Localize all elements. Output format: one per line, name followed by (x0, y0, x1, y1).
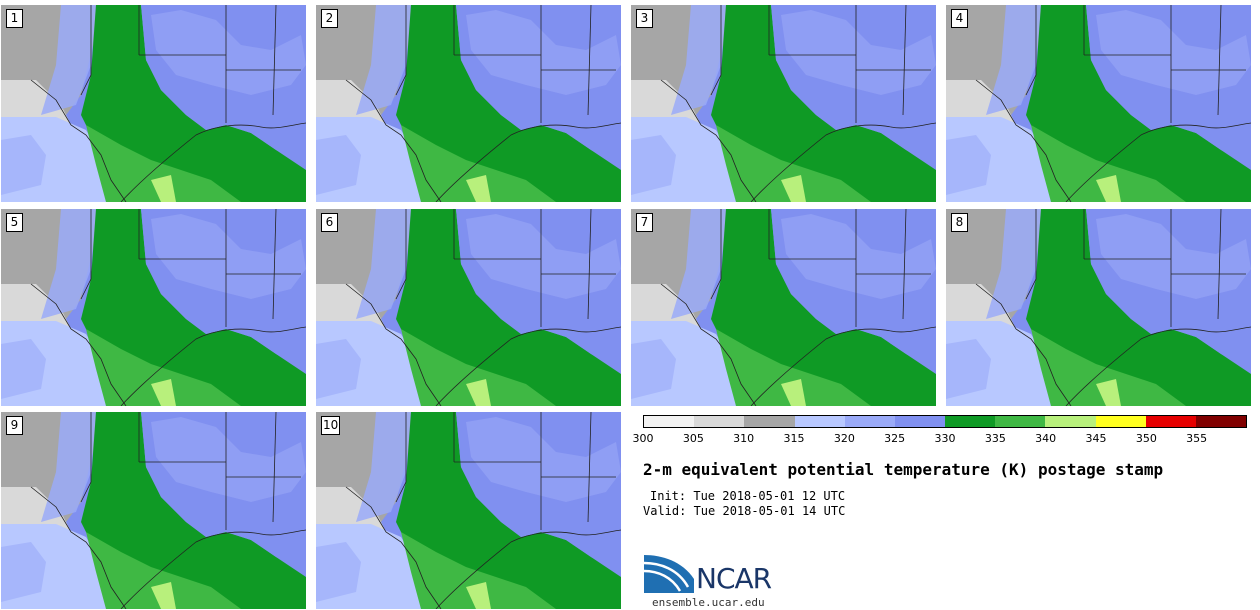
postage-stamp-panel: 5 (1, 209, 306, 406)
colorbar-segment (1195, 416, 1247, 427)
colorbar-tick-label: 325 (884, 432, 906, 445)
colorbar-segment (844, 416, 895, 427)
member-number: 3 (636, 9, 653, 28)
ncar-logo-text: NCAR (696, 562, 772, 595)
colorbar-tick-label: 330 (934, 432, 956, 445)
colorbar-tick-label: 340 (1035, 432, 1057, 445)
member-number: 6 (321, 213, 338, 232)
colorbar-tick-label: 355 (1186, 432, 1208, 445)
colorbar-segment (1145, 416, 1196, 427)
colorbar-segment (945, 416, 996, 427)
colorbar-segment (794, 416, 845, 427)
colorbar-tick-label: 305 (682, 432, 704, 445)
colorbar-segment (1045, 416, 1096, 427)
map-graphic (316, 5, 621, 202)
map-graphic (316, 412, 621, 609)
map-graphic (1, 412, 306, 609)
colorbar-segment (694, 416, 745, 427)
postage-stamp-panel: 7 (631, 209, 936, 406)
colorbar-segment (995, 416, 1046, 427)
member-number: 7 (636, 213, 653, 232)
colorbar-tick-label: 350 (1135, 432, 1157, 445)
colorbar-segment (744, 416, 795, 427)
colorbar-tick-label: 320 (833, 432, 855, 445)
postage-stamp-panel: 6 (316, 209, 621, 406)
map-graphic (631, 209, 936, 406)
postage-stamp-panel: 2 (316, 5, 621, 202)
map-graphic (316, 209, 621, 406)
ncar-logo-icon (643, 555, 694, 593)
postage-stamp-panel: 9 (1, 412, 306, 609)
map-graphic (1, 5, 306, 202)
member-number: 10 (321, 416, 341, 435)
colorbar-segment (894, 416, 946, 427)
colorbar-tick-label: 310 (733, 432, 755, 445)
postage-stamp-panel: 3 (631, 5, 936, 202)
colorbar-tick-label: 315 (783, 432, 805, 445)
colorbar (643, 415, 1247, 428)
valid-time: Valid: Tue 2018-05-01 14 UTC (643, 504, 846, 518)
member-number: 2 (321, 9, 338, 28)
member-number: 4 (951, 9, 968, 28)
member-number: 8 (951, 213, 968, 232)
postage-stamp-panel: 8 (946, 209, 1251, 406)
colorbar-segment (644, 416, 695, 427)
postage-stamp-panel: 1 (1, 5, 306, 202)
init-time: Init: Tue 2018-05-01 12 UTC (650, 489, 846, 503)
colorbar-segment (1095, 416, 1146, 427)
postage-stamp-panel: 4 (946, 5, 1251, 202)
member-number: 9 (6, 416, 23, 435)
colorbar-tick-label: 300 (632, 432, 654, 445)
plot-title: 2-m equivalent potential temperature (K)… (643, 460, 1164, 479)
map-graphic (946, 5, 1251, 202)
map-graphic (631, 5, 936, 202)
colorbar-tick-label: 335 (984, 432, 1006, 445)
member-number: 5 (6, 213, 23, 232)
map-graphic (1, 209, 306, 406)
map-graphic (946, 209, 1251, 406)
member-number: 1 (6, 9, 23, 28)
site-url: ensemble.ucar.edu (652, 596, 765, 609)
colorbar-tick-label: 345 (1085, 432, 1107, 445)
postage-stamp-panel: 10 (316, 412, 621, 609)
